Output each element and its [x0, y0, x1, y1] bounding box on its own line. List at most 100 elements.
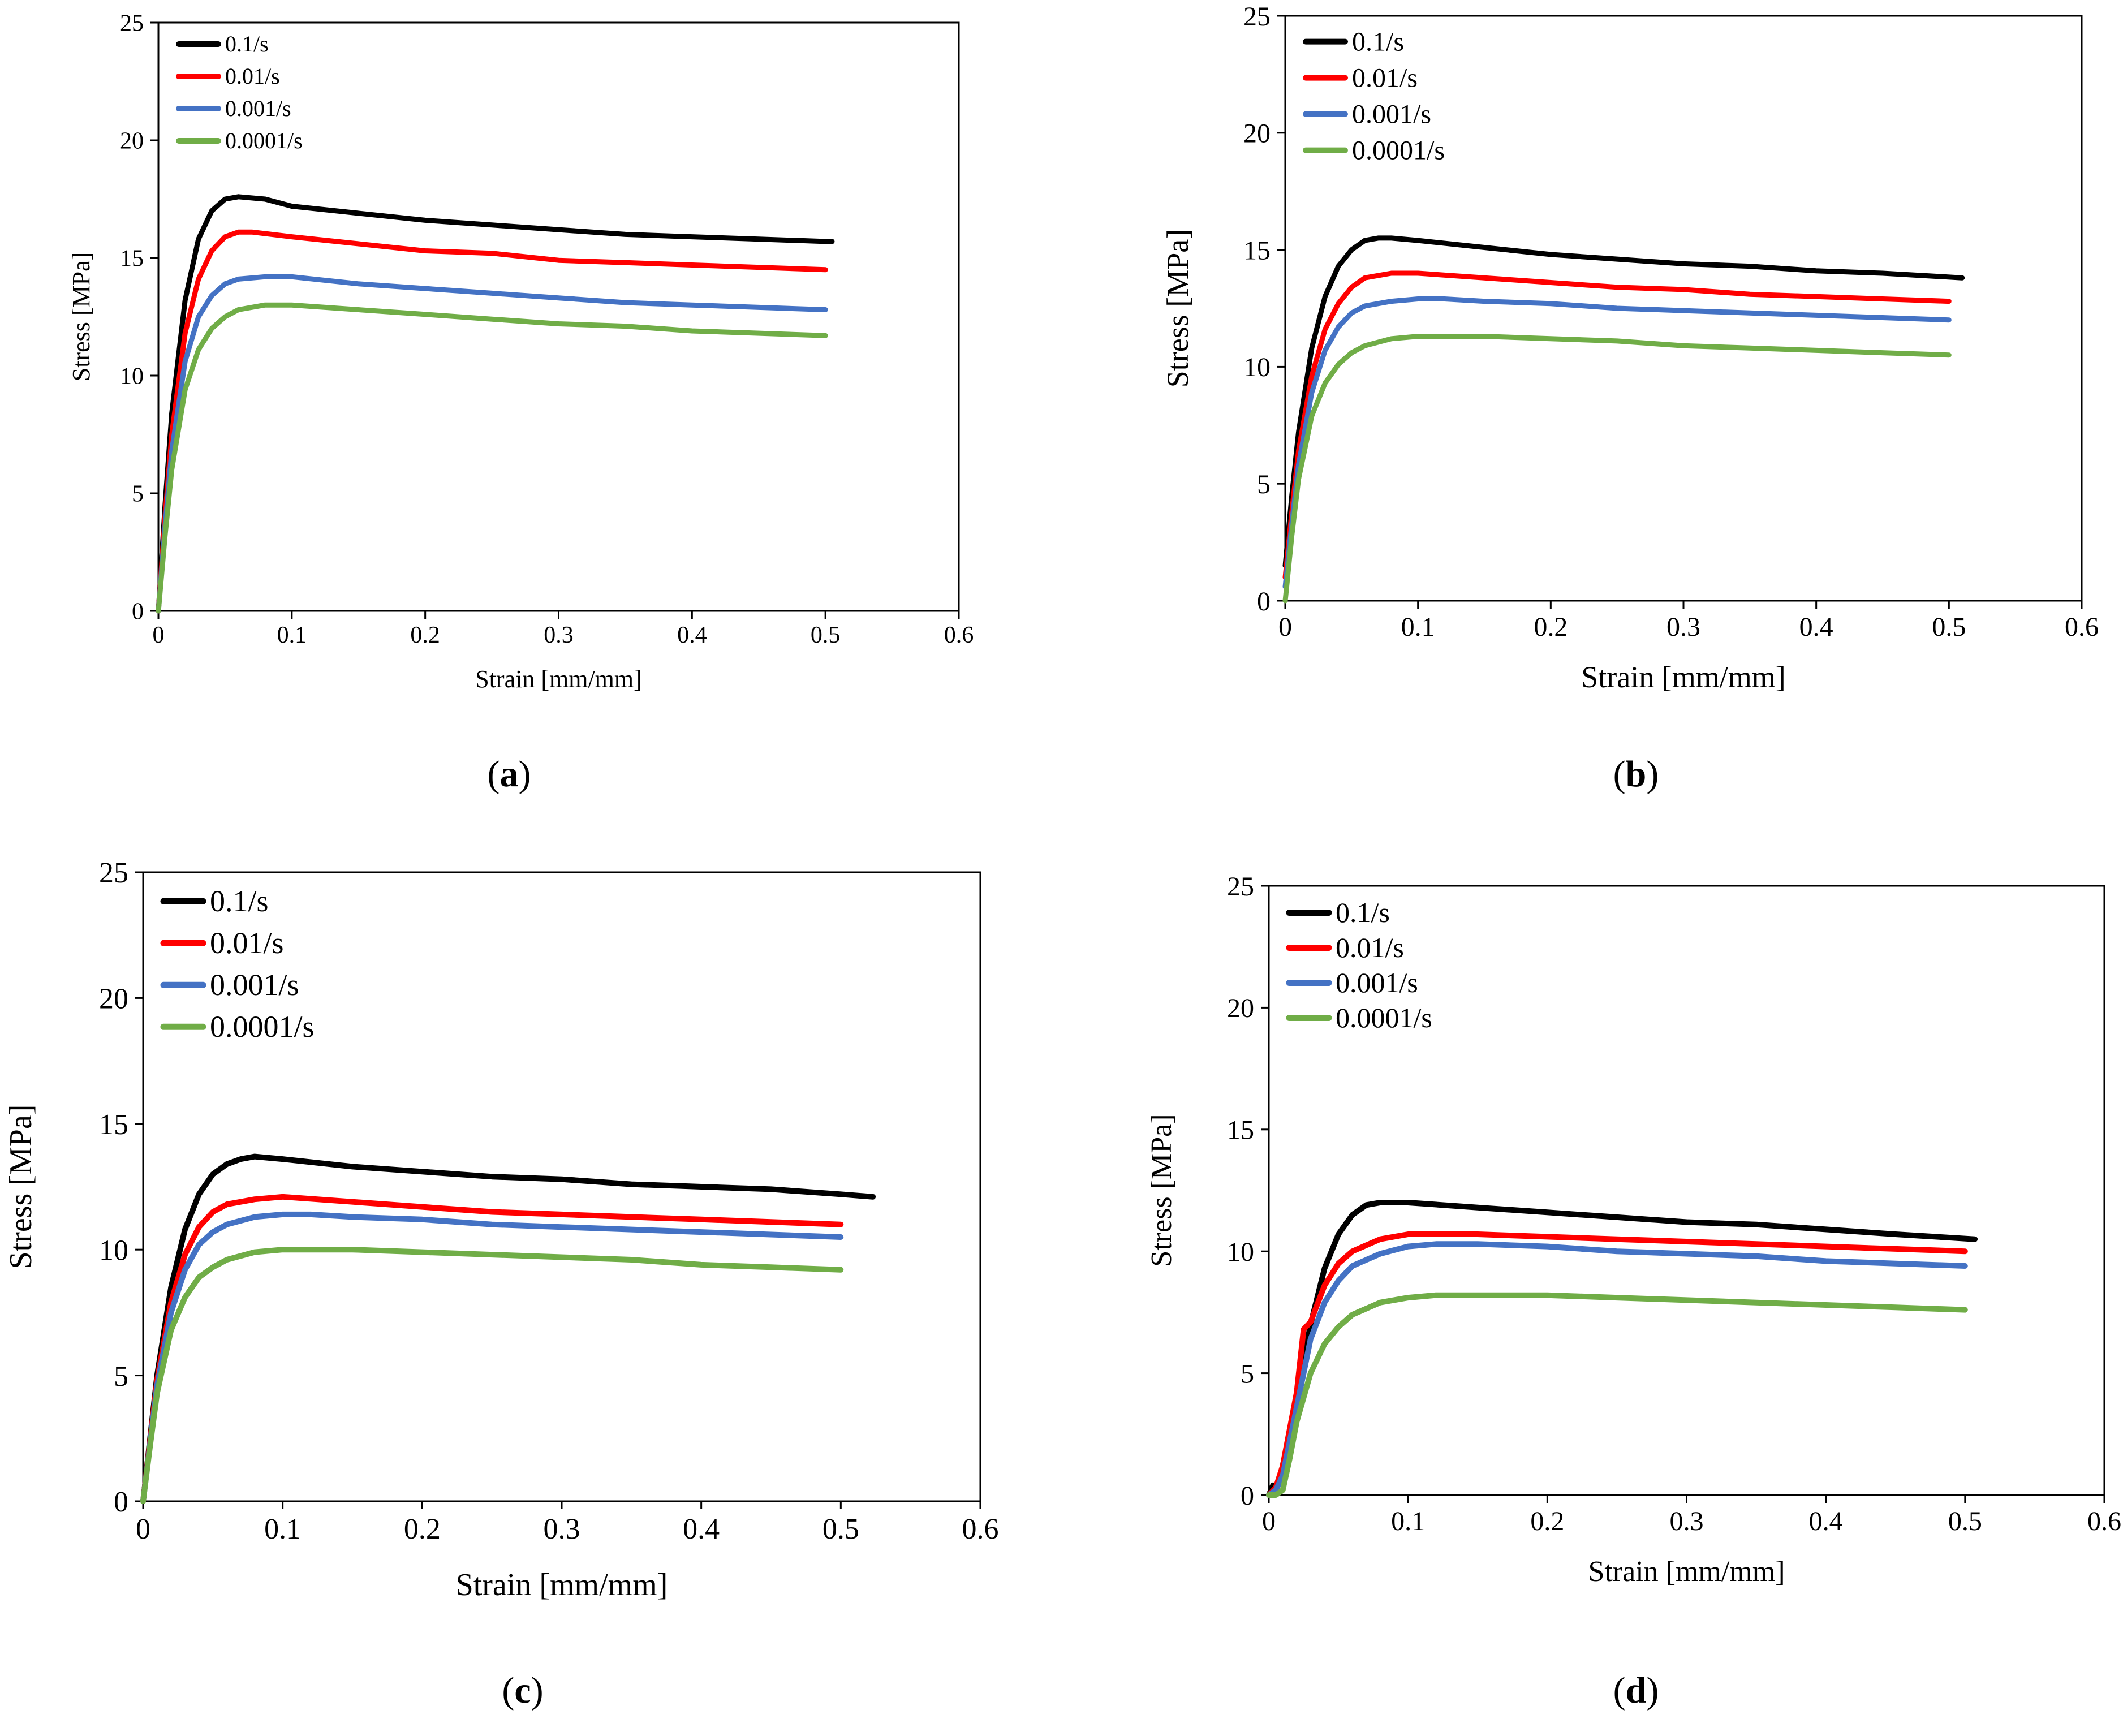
y-tick-label: 10 — [99, 1234, 128, 1267]
x-axis-title: Strain [mm/mm] — [456, 1567, 668, 1603]
y-tick-label: 25 — [1243, 2, 1271, 32]
y-tick-label: 5 — [1257, 469, 1271, 499]
legend-label: 0.0001/s — [210, 1010, 315, 1044]
y-tick-label: 10 — [120, 364, 144, 390]
x-tick-label: 0.4 — [677, 622, 707, 648]
x-tick-label: 0.2 — [404, 1513, 441, 1545]
y-tick-label: 0 — [1241, 1481, 1254, 1511]
x-tick-label: 0.3 — [1670, 1506, 1704, 1536]
y-tick-label: 15 — [120, 246, 144, 272]
legend-label: 0.1/s — [1352, 27, 1404, 57]
y-tick-label: 5 — [114, 1360, 128, 1393]
x-tick-label: 0.4 — [1809, 1506, 1843, 1536]
figure: 0 0.1 0.2 0.3 0.4 0.5 0.6 0 5 10 15 20 25 Strain [mm/… — [0, 0, 2123, 1733]
y-tick-label: 0 — [1257, 587, 1271, 617]
chart-panel-a: 0 0.1 0.2 0.3 0.4 0.5 0.6 0 5 10 15 20 25 Strain [mm/… — [67, 11, 974, 795]
y-axis-title: Stress [MPa] — [1146, 1114, 1178, 1267]
legend-label: 0.01/s — [225, 63, 280, 89]
plot-frame — [143, 872, 980, 1501]
panel-caption-part: ( — [1613, 753, 1626, 795]
x-tick-label: 0.5 — [811, 622, 841, 648]
series-line-0-0001-s — [1285, 337, 1949, 601]
figure-canvas: 0 0.1 0.2 0.3 0.4 0.5 0.6 0 5 10 15 20 25 Strain [mm/… — [0, 0, 2123, 1733]
panel-caption-part: b — [1626, 753, 1647, 795]
x-tick-label: 0 — [1278, 612, 1292, 642]
x-tick-label: 0.3 — [544, 622, 574, 648]
x-tick-label: 0.1 — [277, 622, 307, 648]
x-tick-label: 0.2 — [1530, 1506, 1564, 1536]
y-axis-title: Stress [MPa] — [1161, 229, 1195, 388]
legend-label: 0.0001/s — [225, 128, 303, 153]
y-tick-label: 25 — [1227, 872, 1254, 902]
x-tick-label: 0.6 — [962, 1513, 999, 1545]
x-tick-label: 0.6 — [944, 622, 974, 648]
x-tick-label: 0.1 — [264, 1513, 301, 1545]
series-line-0-1-s — [158, 197, 832, 611]
panel-caption: (b) — [1613, 753, 1659, 795]
y-tick-label: 5 — [132, 481, 144, 507]
x-tick-label: 0.2 — [1534, 612, 1568, 642]
x-tick-label: 0.4 — [683, 1513, 720, 1545]
series-line-0-01-s — [158, 232, 825, 611]
panel-caption-part: ) — [1646, 753, 1659, 795]
y-tick-label: 20 — [99, 983, 128, 1015]
x-tick-label: 0.5 — [822, 1513, 859, 1545]
chart-panel-d: 0 0.1 0.2 0.3 0.4 0.5 0.6 0 5 10 15 20 25 Strain [mm/… — [1146, 872, 2121, 1711]
legend-label: 0.1/s — [210, 884, 269, 918]
y-tick-label: 20 — [1243, 119, 1271, 149]
y-tick-label: 15 — [99, 1109, 128, 1141]
panel-caption-part: ( — [488, 753, 500, 795]
y-tick-label: 15 — [1243, 235, 1271, 265]
panel-caption: (d) — [1613, 1670, 1659, 1711]
legend-label: 0.001/s — [210, 968, 299, 1002]
legend-label: 0.01/s — [210, 926, 284, 960]
panel-caption: (a) — [488, 753, 531, 795]
x-tick-label: 0.2 — [410, 622, 440, 648]
series-line-0-1-s — [143, 1157, 873, 1501]
series-line-0-0001-s — [158, 305, 825, 611]
legend-label: 0.1/s — [225, 31, 269, 57]
chart-panel-c: 0 0.1 0.2 0.3 0.4 0.5 0.6 0 5 10 15 20 25 Strain [mm/… — [3, 857, 999, 1711]
legend-label: 0.001/s — [1336, 967, 1418, 998]
legend-label: 0.01/s — [1336, 932, 1404, 963]
panel-caption-part: ( — [502, 1670, 514, 1711]
series-line-0-001-s — [1269, 1244, 1965, 1495]
panel-caption-part: d — [1626, 1670, 1647, 1711]
legend-label: 0.1/s — [1336, 897, 1390, 928]
chart-panel-b: 0 0.1 0.2 0.3 0.4 0.5 0.6 0 5 10 15 20 25 Strain [mm/… — [1161, 2, 2099, 795]
x-tick-label: 0.3 — [544, 1513, 580, 1545]
y-tick-label: 25 — [99, 857, 128, 889]
x-axis-title: Strain [mm/mm] — [1588, 1556, 1785, 1588]
x-tick-label: 0.1 — [1391, 1506, 1425, 1536]
panel-caption-part: c — [514, 1670, 531, 1711]
x-axis-title: Strain [mm/mm] — [1581, 660, 1785, 694]
x-tick-label: 0 — [136, 1513, 150, 1545]
legend-label: 0.0001/s — [1336, 1002, 1432, 1033]
y-tick-label: 10 — [1243, 352, 1271, 382]
y-tick-label: 0 — [132, 599, 144, 625]
x-axis-title: Strain [mm/mm] — [475, 665, 642, 693]
series-line-0-0001-s — [143, 1250, 841, 1501]
panel-caption-part: ) — [1646, 1670, 1659, 1711]
y-axis-title: Stress [MPa] — [67, 252, 95, 382]
x-tick-label: 0.1 — [1401, 612, 1435, 642]
x-tick-label: 0.4 — [1799, 612, 1833, 642]
legend-label: 0.001/s — [1352, 99, 1431, 129]
panel-caption-part: a — [500, 753, 519, 795]
series-line-0-001-s — [158, 277, 825, 611]
legend-label: 0.001/s — [225, 96, 291, 121]
x-tick-label: 0 — [1262, 1506, 1276, 1536]
panel-caption-part: ) — [531, 1670, 544, 1711]
legend-label: 0.01/s — [1352, 63, 1418, 93]
panel-caption: (c) — [502, 1670, 543, 1711]
series-line-0-0001-s — [1269, 1295, 1965, 1495]
y-axis-title: Stress [MPa] — [3, 1105, 38, 1269]
legend-label: 0.0001/s — [1352, 135, 1445, 165]
x-tick-label: 0.6 — [2087, 1506, 2121, 1536]
y-tick-label: 0 — [114, 1486, 128, 1518]
panel-caption-part: ) — [519, 753, 531, 795]
y-tick-label: 20 — [120, 128, 144, 154]
y-tick-label: 25 — [120, 11, 144, 37]
y-tick-label: 15 — [1227, 1115, 1254, 1145]
y-tick-label: 20 — [1227, 993, 1254, 1023]
